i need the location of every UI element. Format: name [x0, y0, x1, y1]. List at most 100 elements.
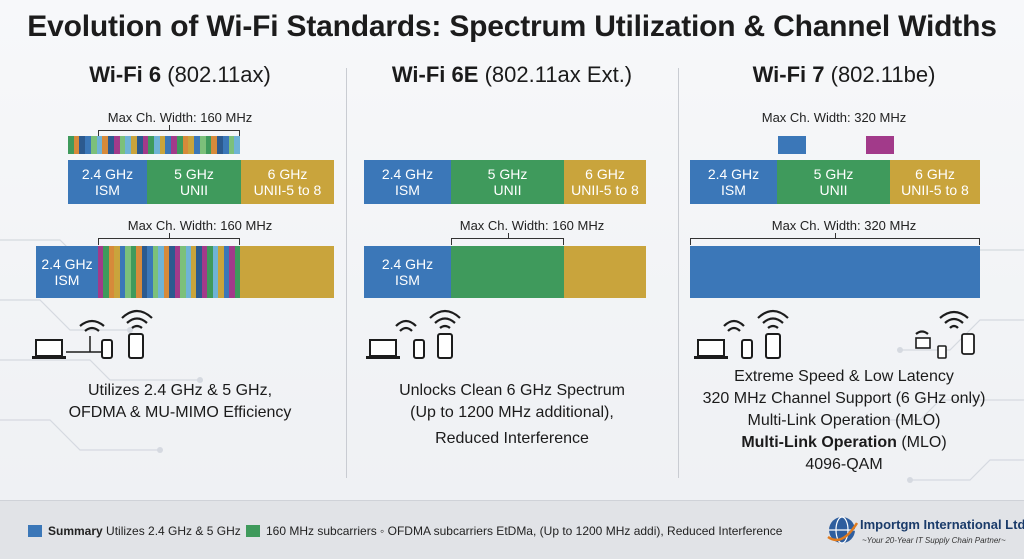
subcarrier-stripe — [223, 246, 230, 298]
band-2-4ghz: 2.4 GHz ISM — [364, 160, 451, 204]
band-2-4ghz: 2.4 GHz ISM — [690, 160, 777, 204]
band-6ghz: 6 GHz UNII-5 to 8 — [241, 160, 334, 204]
wifi6e-description: Unlocks Clean 6 GHz Spectrum (Up to 1200… — [399, 382, 625, 447]
wifi6e-mid-bracket — [451, 233, 564, 245]
subcarrier-stripe — [98, 246, 104, 298]
wifi7-band-bar: 2.4 GHz ISM 5 GHz UNII 6 GHz UNII-5 to 8 — [690, 160, 980, 204]
wifi6e-mid-caption: Max Ch. Width: 160 MHz — [459, 218, 605, 233]
subcarrier-stripe — [211, 136, 218, 154]
wifi6e-devices — [366, 309, 461, 359]
subcarrier-stripe — [103, 246, 109, 298]
subcarrier-stripe — [174, 246, 181, 298]
subcarrier-stripe — [119, 136, 126, 154]
subcarrier-stripe — [96, 136, 103, 154]
subcarrier-stripe — [229, 246, 235, 298]
wifi7-mid-caption: Max Ch. Width: 320 MHz — [771, 218, 917, 233]
subcarrier-stripe — [176, 136, 183, 154]
legend-item-summary: Summary Utilizes 2.4 GHz & 5 GHz — [48, 524, 241, 538]
subcarrier-stripe — [201, 246, 208, 298]
wifi7-heading: Wi-Fi 7 (802.11be) — [752, 62, 936, 87]
subcarrier-stripe — [136, 136, 143, 154]
subcarrier-stripe — [188, 136, 195, 154]
subcarrier-stripe — [102, 136, 109, 154]
subcarrier-stripe — [85, 136, 91, 154]
subcarrier-stripe — [212, 246, 219, 298]
subcarrier-stripe — [222, 136, 229, 154]
wifi6-subcarrier-strip — [68, 136, 241, 154]
wifi6-devices — [32, 309, 153, 359]
subcarrier-stripe — [125, 246, 131, 298]
subcarrier-stripe — [130, 246, 137, 298]
footer-legend: Summary Utilizes 2.4 GHz & 5 GHz 160 MHz… — [0, 500, 1024, 559]
band-6ghz: 6 GHz UNII-5 to 8 — [564, 160, 646, 204]
subcarrier-stripe — [131, 136, 137, 154]
legend-item-subcarriers: 160 MHz subcarriers ◦ OFDMA subcarriers … — [266, 524, 783, 538]
subcarrier-stripe — [163, 246, 170, 298]
wifi6-heading: Wi-Fi 6 (802.11ax) — [89, 62, 271, 87]
subcarrier-stripe — [114, 246, 120, 298]
wifi7-mid-bracket — [690, 233, 980, 245]
column-divider — [678, 68, 679, 478]
wifi6-top-bracket — [98, 125, 240, 137]
wifi6-mid-bracket — [98, 233, 240, 245]
subcarrier-stripe — [113, 136, 120, 154]
band-5ghz: 5 GHz UNII — [777, 160, 890, 204]
subcarrier-stripe — [154, 136, 160, 154]
company-name: Importgm International Ltd — [860, 517, 1024, 532]
company-tagline: ~Your 20-Year IT Supply Chain Partner~ — [862, 536, 1006, 545]
wifi7-column: Wi-Fi 7 (802.11be) Max Ch. Width: 320 MH… — [684, 62, 1004, 497]
legend-swatch-blue — [28, 525, 42, 537]
subcarrier-stripe — [185, 246, 191, 298]
subcarrier-stripe — [228, 136, 235, 154]
subcarrier-stripe — [169, 246, 175, 298]
subcarrier-stripe — [190, 246, 197, 298]
subcarrier-stripe — [152, 246, 159, 298]
subcarrier-stripe — [108, 136, 114, 154]
band-5ghz: 5 GHz UNII — [451, 160, 564, 204]
subcarrier-stripe — [171, 136, 177, 154]
subcarrier-stripe — [165, 136, 172, 154]
subcarrier-stripe — [158, 246, 164, 298]
wifi6-mid-caption: Max Ch. Width: 160 MHz — [127, 218, 273, 233]
subcarrier-stripe — [125, 136, 132, 154]
subcarrier-stripe — [79, 136, 86, 154]
legend-swatch-green — [246, 525, 260, 537]
wifi6-top-caption: Max Ch. Width: 160 MHz — [107, 110, 253, 125]
subcarrier-stripe — [180, 246, 186, 298]
subcarrier-stripe — [207, 246, 213, 298]
band-5ghz: 5 GHz UNII — [147, 160, 241, 204]
wifi6-band-bar: 2.4 GHz ISM 5 GHz UNII 6 GHz UNII-5 to 8 — [68, 160, 334, 204]
wifi6e-clean-channel — [451, 246, 564, 298]
subcarrier-stripe — [234, 136, 241, 154]
wifi7-top-caption: Max Ch. Width: 320 MHz — [761, 110, 907, 125]
wifi6-ofdma-stripes — [98, 246, 241, 298]
subcarrier-stripe — [194, 136, 200, 154]
wifi6e-column: Wi-Fi 6E (802.11ax Ext.) 2.4 GHz ISM 5 GH… — [352, 62, 672, 497]
wifi6-column: Wi-Fi 6 (802.11ax) Max Ch. Width: 160 MH… — [20, 62, 340, 497]
subcarrier-stripe — [108, 246, 115, 298]
subcarrier-stripe — [205, 136, 212, 154]
subcarrier-stripe — [147, 246, 153, 298]
wifi6e-band-bar: 2.4 GHz ISM 5 GHz UNII 6 GHz UNII-5 to 8 — [364, 160, 646, 204]
subcarrier-stripe — [136, 246, 142, 298]
subcarrier-stripe — [68, 136, 74, 154]
wifi6-description: Utilizes 2.4 GHz & 5 GHz, OFDMA & MU-MIM… — [68, 382, 292, 421]
subcarrier-stripe — [119, 246, 126, 298]
band-2-4ghz: 2.4 GHz ISM — [68, 160, 147, 204]
wifi7-link-block-purple — [866, 136, 894, 154]
subcarrier-stripe — [199, 136, 206, 154]
subcarrier-stripe — [159, 136, 166, 154]
column-divider — [346, 68, 347, 478]
wifi7-320mhz-channel — [690, 246, 980, 298]
wifi7-devices — [694, 309, 975, 359]
subcarrier-stripe — [182, 136, 189, 154]
wifi6e-heading: Wi-Fi 6E (802.11ax Ext.) — [391, 62, 633, 87]
wifi7-link-block-blue — [778, 136, 806, 154]
subcarrier-stripe — [73, 136, 80, 154]
subcarrier-stripe — [148, 136, 155, 154]
subcarrier-stripe — [90, 136, 97, 154]
subcarrier-stripe — [196, 246, 202, 298]
wifi6-big-band-2-4ghz: 2.4 GHz ISM — [36, 246, 98, 298]
globe-logo-icon — [827, 516, 858, 544]
subcarrier-stripe — [234, 246, 241, 298]
